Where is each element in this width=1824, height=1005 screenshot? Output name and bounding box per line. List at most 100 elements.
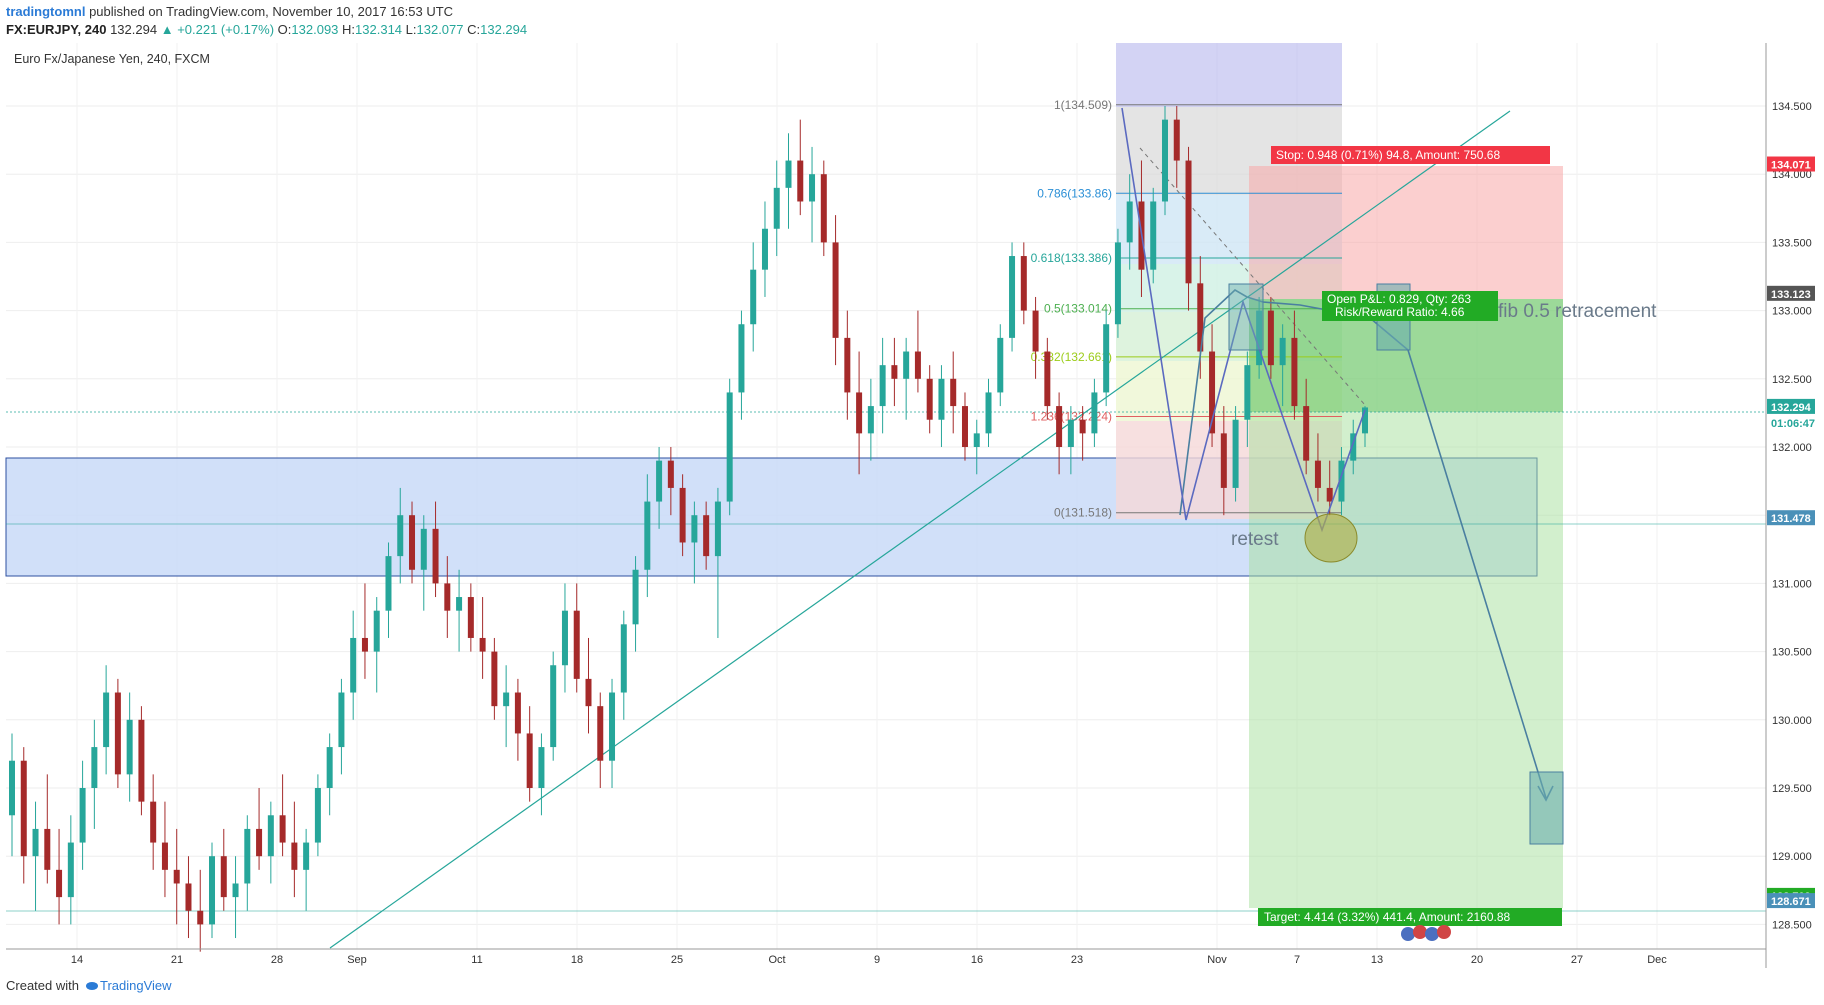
harmonic-pattern[interactable]	[1121, 107, 1366, 533]
close-value: 132.294	[480, 22, 528, 37]
x-tick-label: Sep	[347, 954, 367, 966]
last-price: 132.294	[110, 22, 158, 37]
candle	[950, 378, 957, 407]
candle	[256, 828, 263, 857]
candle	[1350, 433, 1357, 461]
candle	[1114, 242, 1121, 325]
candle	[279, 815, 286, 843]
candle	[844, 337, 851, 393]
candle	[538, 747, 545, 788]
candle	[726, 392, 733, 502]
x-tick-label: 13	[1371, 954, 1383, 966]
price-label-bg	[1767, 398, 1815, 414]
candle	[114, 692, 121, 775]
candle	[373, 610, 380, 652]
candle	[185, 883, 192, 911]
price-axis[interactable]: 134.500 134.000 133.500 133.000 132.500 132.0…	[1772, 101, 1812, 931]
stop-label-bg	[1271, 146, 1550, 164]
candle	[491, 651, 498, 707]
candle	[973, 433, 980, 447]
economic-events[interactable]	[1401, 925, 1451, 941]
candle	[326, 747, 333, 788]
candle	[1103, 324, 1110, 393]
candle	[867, 406, 874, 434]
candle	[1232, 419, 1239, 488]
candle	[1291, 337, 1298, 407]
candle	[1009, 256, 1016, 338]
candle	[467, 597, 474, 638]
y-tick-label: 129.500	[1772, 783, 1812, 795]
candle	[32, 828, 39, 857]
candle	[1220, 433, 1227, 488]
candle	[126, 719, 133, 775]
y-tick-label: 133.000	[1772, 306, 1812, 318]
x-tick-label: 14	[71, 954, 83, 966]
candle	[797, 160, 804, 202]
candle	[138, 719, 145, 802]
candle	[820, 174, 827, 243]
candle	[785, 160, 792, 188]
x-tick-label: 20	[1471, 954, 1483, 966]
candle	[409, 515, 416, 570]
publish-header: tradingtomnl published on TradingView.co…	[0, 0, 1824, 40]
candle	[456, 597, 463, 611]
candle	[750, 269, 757, 325]
candle	[197, 910, 204, 925]
retest-ellipse[interactable]	[1304, 513, 1358, 563]
candle	[479, 637, 486, 652]
y-tick-label: 132.000	[1772, 442, 1812, 454]
x-tick-label: Dec	[1647, 954, 1667, 966]
x-tick-label: 11	[471, 954, 482, 966]
candle	[761, 228, 768, 270]
candle	[550, 665, 557, 748]
candle	[879, 365, 886, 407]
candle	[856, 392, 863, 434]
candle	[514, 692, 521, 734]
candle	[809, 174, 816, 202]
event-marker-icon	[1401, 927, 1415, 941]
tradingview-link[interactable]: TradingView	[100, 978, 172, 993]
x-tick-label: 16	[971, 954, 983, 966]
candle	[161, 842, 168, 870]
candle	[1079, 419, 1086, 434]
price-label: 133.123	[1771, 289, 1811, 301]
candle	[9, 760, 15, 816]
candle	[691, 515, 698, 543]
trendline[interactable]	[329, 110, 1511, 949]
dashed-trendline[interactable]	[1139, 147, 1366, 406]
candle	[1173, 119, 1180, 161]
y-tick-label: 134.000	[1772, 169, 1812, 181]
candle	[985, 392, 992, 434]
price-chart[interactable]: 1(134.509) 0.786(133.86) 0.618(133.386) 0.5…	[0, 0, 1824, 968]
candle	[1161, 119, 1168, 202]
candle	[703, 515, 710, 557]
candle	[1091, 392, 1098, 434]
author-link[interactable]: tradingtomnl	[6, 4, 86, 19]
x-tick-label: Nov	[1207, 954, 1227, 966]
stop-zone[interactable]	[1249, 166, 1563, 299]
y-tick-label: 129.000	[1772, 851, 1812, 863]
fib-label: 1(134.509)	[1054, 98, 1112, 112]
candle	[620, 624, 627, 693]
box-target[interactable]	[1529, 771, 1564, 845]
price-label-bg	[1767, 510, 1815, 526]
candle	[926, 378, 933, 420]
target-zone[interactable]	[1249, 299, 1563, 908]
symbol-line: FX:EURJPY, 240 132.294 ▲ +0.221 (+0.17%)…	[6, 22, 527, 37]
candle	[244, 828, 251, 884]
candle	[397, 515, 404, 557]
candle	[573, 610, 580, 679]
fib-label: 0(131.518)	[1054, 506, 1112, 520]
close-label: C:	[467, 22, 481, 37]
candle	[1244, 365, 1251, 420]
candle	[1326, 487, 1333, 502]
price-label: 132.294	[1771, 402, 1812, 414]
time-axis[interactable]: 14 21 28 Sep 11 18 25 Oct 9 16 23 Nov 7 13 20 27 Dec	[71, 954, 1667, 966]
published-text: published on TradingView.com, November 1…	[89, 4, 454, 19]
candle	[1209, 351, 1216, 434]
candle	[632, 569, 639, 625]
candles	[9, 106, 1368, 952]
candle	[1150, 201, 1157, 270]
candle	[385, 556, 392, 611]
box-swing[interactable]	[1228, 283, 1264, 351]
